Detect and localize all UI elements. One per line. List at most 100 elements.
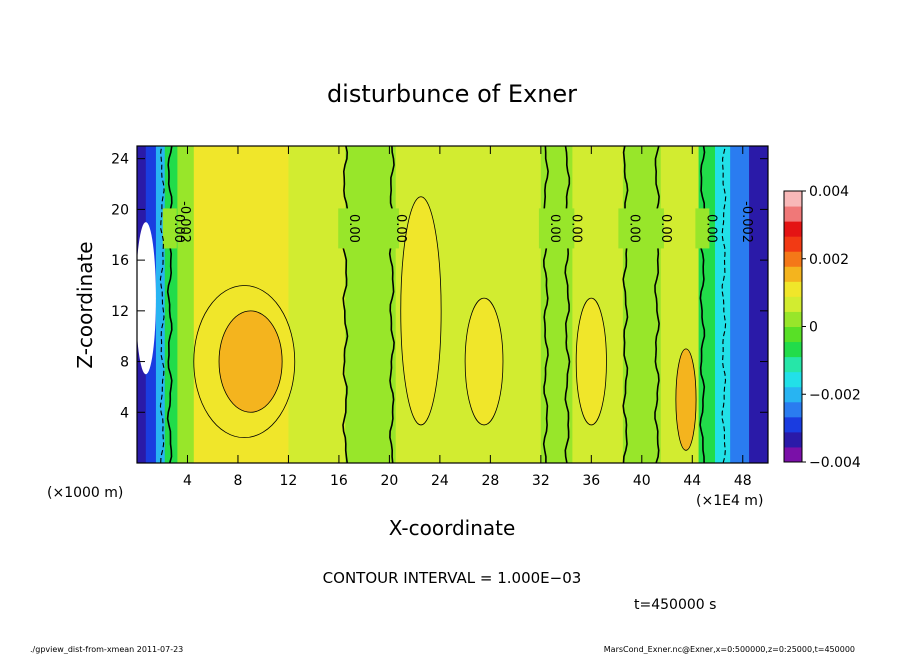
zero-contour-7: [699, 146, 706, 463]
positive-contour-3: [464, 297, 504, 426]
positive-contour-0: [193, 285, 296, 439]
x-tick-label-10: 44: [683, 473, 701, 489]
field-column-2: [155, 146, 166, 463]
field-blob-6: [137, 222, 156, 375]
zero-contour-3: [542, 146, 549, 463]
positive-contour-2: [400, 196, 442, 426]
x-unit-right: (×1E4 m): [696, 493, 763, 509]
colorbar-swatch-13: [784, 251, 802, 267]
footer-script-name: ./gpview_dist-from-xmean 2011-07-23: [30, 645, 183, 654]
field-column-17: [749, 146, 768, 463]
field-blob-5: [675, 348, 697, 451]
x-axis-label: X-coordinate: [389, 516, 516, 540]
y-tick-label-3: 16: [111, 253, 129, 269]
y-tick-label-4: 20: [111, 202, 129, 218]
colorbar-swatch-8: [784, 326, 802, 343]
contour-label-2: 0.00: [393, 214, 408, 243]
y-axis-label: Z-coordinate: [73, 241, 97, 368]
y-tick-label-1: 8: [120, 355, 129, 371]
x-tick-label-4: 20: [380, 473, 398, 489]
chart-title: disturbunce of Exner: [327, 80, 577, 108]
time-label: t=450000 s: [634, 597, 716, 613]
x-tick-label-1: 8: [233, 473, 242, 489]
colorbar-swatch-1: [784, 431, 802, 448]
colorbar-swatch-12: [784, 266, 802, 282]
colorbar-swatch-10: [784, 296, 802, 312]
colorbar-swatch-15: [784, 221, 802, 237]
colorbar-swatch-11: [784, 281, 802, 297]
colorbar-swatch-14: [784, 236, 802, 252]
x-tick-label-0: 4: [183, 473, 192, 489]
colorbar-swatch-9: [784, 311, 802, 327]
colorbar-swatch-6: [784, 356, 802, 373]
y-tick-label-5: 24: [111, 152, 129, 168]
x-tick-label-6: 28: [481, 473, 499, 489]
field-blob-2: [400, 196, 442, 425]
contour-interval-note: CONTOUR INTERVAL = 1.000E−03: [323, 569, 582, 587]
contour-label-bg-5: [618, 208, 633, 249]
contour-label-bg-2: [384, 208, 399, 249]
colorbar-swatch-17: [784, 191, 802, 207]
x-axis: 4 8 12 16 20 24 28 32 36 40 44 48: [183, 146, 752, 489]
field-blob-1: [219, 310, 283, 413]
x-tick-label-11: 48: [734, 473, 752, 489]
field-column-7: [345, 146, 397, 463]
negative-contour-label-0: -0.002: [177, 201, 192, 243]
contour-label-4: 0.00: [568, 214, 583, 243]
zero-contour-1: [342, 146, 349, 463]
contour-label-5: 0.00: [626, 214, 641, 243]
contour-label-bg-7: [695, 208, 710, 249]
x-tick-label-3: 16: [330, 473, 348, 489]
negative-contour-0: [159, 146, 165, 463]
colorbar-tick-label-0: 0.004: [809, 184, 849, 200]
colorbar-tick-label-1: 0.002: [809, 252, 849, 268]
positive-contour-4: [575, 297, 607, 426]
colorbar: 0.004 0.002 0 −0.002 −0.004: [783, 184, 861, 471]
zero-contour-4: [564, 146, 571, 463]
zero-contour-2: [388, 146, 395, 463]
contour-label-6: 0.00: [658, 214, 673, 243]
field-column-4: [177, 146, 195, 463]
plot-frame: [136, 145, 769, 464]
positive-contour-5: [675, 348, 697, 451]
contour-label-0: 0.00: [171, 214, 186, 243]
y-tick-label-2: 12: [111, 304, 129, 320]
colorbar-tick-label-4: −0.004: [809, 455, 861, 471]
x-tick-label-8: 36: [582, 473, 600, 489]
contour-label-bg-0: [162, 208, 177, 249]
contour-label-1: 0.00: [346, 214, 361, 243]
zero-contour-0: [166, 146, 173, 463]
negative-contour-1: [721, 146, 727, 463]
zero-contour-5: [622, 146, 629, 463]
x-tick-label-5: 24: [431, 473, 449, 489]
contour-label-bg-3: [538, 208, 553, 249]
field-blob-3: [465, 298, 503, 425]
colorbar-tick-label-3: −0.002: [809, 387, 861, 403]
field-blob-4: [576, 298, 607, 425]
colorbar-swatch-16: [784, 206, 802, 222]
colorbar-swatch-7: [784, 341, 802, 358]
colorbar-swatch-2: [784, 416, 802, 433]
positive-contour-1: [218, 310, 283, 413]
contour-label-7: 0.00: [703, 214, 718, 243]
colorbar-swatch-5: [784, 371, 802, 388]
contour-lines: 0.00 0.00 0.00 0.00 0.00 0.00 0.00 0.00-0.002 -0…: [159, 146, 754, 463]
colorbar-swatch-3: [784, 401, 802, 418]
field-column-6: [288, 146, 346, 463]
colorbar-swatch-4: [784, 386, 802, 403]
x-unit-left: (×1000 m): [47, 485, 123, 501]
field-column-15: [714, 146, 731, 463]
zero-contour-6: [653, 146, 660, 463]
contour-label-3: 0.00: [547, 214, 562, 243]
x-tick-label-7: 32: [532, 473, 550, 489]
contour-label-bg-1: [338, 208, 353, 249]
field-column-16: [730, 146, 750, 463]
y-axis: 4 8 12 16 20 24: [111, 152, 768, 421]
y-tick-label-0: 4: [120, 405, 129, 421]
plot-area: [137, 146, 768, 463]
colorbar-tick-label-2: 0: [809, 320, 818, 336]
footer-source: MarsCond_Exner.nc@Exner,x=0:500000,z=0:2…: [604, 645, 855, 654]
contour-label-bg-6: [649, 208, 664, 249]
negative-contour-label-1: -0.002: [739, 201, 754, 243]
